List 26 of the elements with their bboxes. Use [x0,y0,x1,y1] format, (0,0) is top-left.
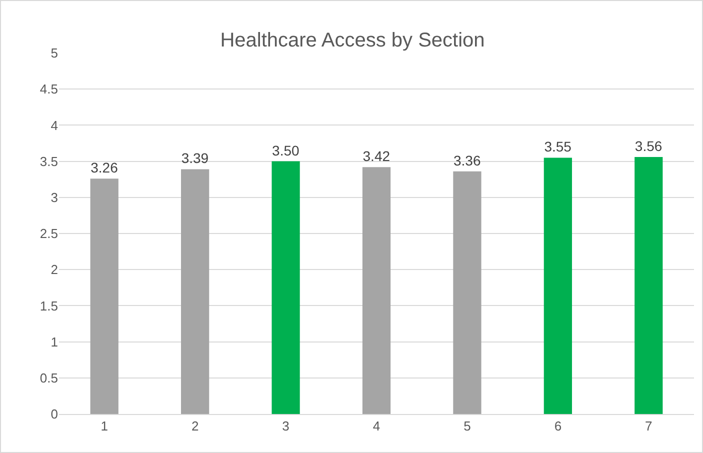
y-tick-label: 3 [50,190,58,205]
y-tick-label: 3.5 [40,154,58,169]
data-label: 3.39 [181,150,209,166]
y-tick-label: 1 [50,334,58,350]
y-tick-label: 4 [50,118,58,133]
data-label: 3.36 [453,152,481,168]
data-label: 3.26 [90,160,118,176]
y-tick-label: 0 [50,406,58,422]
data-label: 3.55 [544,138,572,155]
y-tick-label: 2 [50,262,58,278]
y-tick-label: 0.5 [40,370,58,386]
y-tick-label: 5 [50,46,58,61]
y-tick-label: 2.5 [40,226,58,242]
x-tick-label: 3 [282,418,290,434]
chart-title: Healthcare Access by Section [220,30,485,52]
data-label: 3.56 [634,138,662,154]
data-label: 3.50 [272,142,300,158]
x-tick-label: 7 [645,418,652,434]
data-label: 3.42 [362,148,390,164]
x-tick-label: 1 [100,418,108,434]
y-tick-label: 1.5 [40,298,58,314]
y-tick-label: 4.5 [40,82,58,97]
x-tick-label: 2 [191,418,199,434]
x-tick-label: 4 [372,418,380,434]
x-tick-label: 5 [464,418,471,434]
x-tick-label: 6 [554,418,562,434]
